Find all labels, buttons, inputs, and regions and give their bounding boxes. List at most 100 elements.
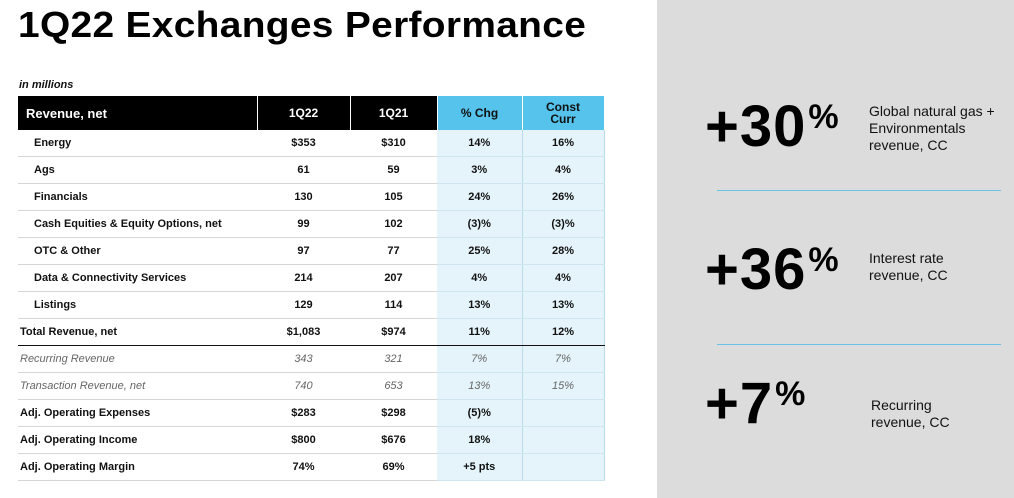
- header-pct-chg: % Chg: [437, 96, 523, 130]
- cell-pct-chg: +5 pts: [437, 453, 523, 481]
- table-row: Listings 129 114 13% 13%: [18, 291, 605, 319]
- callout-natural-gas: +30 %: [705, 98, 839, 156]
- cell-1q21: $310: [350, 130, 437, 157]
- cell-const-curr: 16%: [522, 130, 605, 157]
- cell-const-curr: 26%: [522, 183, 605, 211]
- cell-pct-chg: 13%: [437, 372, 523, 400]
- cell-1q21: 321: [350, 345, 437, 373]
- cell-1q21: 59: [350, 156, 437, 184]
- row-label: Cash Equities & Equity Options, net: [18, 210, 257, 238]
- row-label: Total Revenue, net: [18, 318, 257, 346]
- page-title: 1Q22 Exchanges Performance: [18, 4, 587, 45]
- callout-unit: %: [808, 241, 839, 279]
- row-label: Adj. Operating Income: [18, 426, 257, 454]
- cell-pct-chg: 4%: [437, 264, 523, 292]
- cell-1q21: 102: [350, 210, 437, 238]
- cell-1q21: $676: [350, 426, 437, 454]
- table-row: Cash Equities & Equity Options, net 99 1…: [18, 210, 605, 238]
- table-row-total: Total Revenue, net $1,083 $974 11% 12%: [18, 318, 605, 346]
- cell-pct-chg: (5)%: [437, 399, 523, 427]
- cell-1q22: 130: [257, 183, 350, 211]
- row-label: Listings: [18, 291, 257, 319]
- cell-1q22: $353: [257, 130, 350, 157]
- divider: [717, 344, 1001, 345]
- header-const-curr: Const Curr: [522, 96, 605, 130]
- table-row: Data & Connectivity Services 214 207 4% …: [18, 264, 605, 292]
- cell-1q22: $800: [257, 426, 350, 454]
- row-label: Adj. Operating Expenses: [18, 399, 257, 427]
- row-label: Ags: [18, 156, 257, 184]
- cell-const-curr: [522, 426, 605, 454]
- cell-pct-chg: 3%: [437, 156, 523, 184]
- callout-interest-rate: +36 %: [705, 241, 839, 299]
- divider: [717, 190, 1001, 191]
- cell-1q22: $1,083: [257, 318, 350, 346]
- table-row: OTC & Other 97 77 25% 28%: [18, 237, 605, 265]
- cell-1q21: $974: [350, 318, 437, 346]
- cell-1q21: $298: [350, 399, 437, 427]
- cell-1q21: 207: [350, 264, 437, 292]
- cell-1q22: 740: [257, 372, 350, 400]
- cell-1q22: 214: [257, 264, 350, 292]
- cell-pct-chg: 18%: [437, 426, 523, 454]
- cell-1q22: 74%: [257, 453, 350, 481]
- table-header-row: Revenue, net 1Q22 1Q21 % Chg Const Curr: [18, 96, 605, 130]
- row-label: Financials: [18, 183, 257, 211]
- cell-const-curr: 13%: [522, 291, 605, 319]
- cell-const-curr: [522, 399, 605, 427]
- highlights-panel: +30 % Global natural gas + Environmental…: [657, 0, 1014, 498]
- cell-1q22: 343: [257, 345, 350, 373]
- cell-1q22: 129: [257, 291, 350, 319]
- table-row: Energy $353 $310 14% 16%: [18, 130, 605, 157]
- cell-1q22: 99: [257, 210, 350, 238]
- row-label: Recurring Revenue: [18, 345, 257, 373]
- callout-description: Interest rate revenue, CC: [869, 250, 948, 283]
- row-label: Data & Connectivity Services: [18, 264, 257, 292]
- table-row: Adj. Operating Margin 74% 69% +5 pts: [18, 453, 605, 481]
- cell-1q21: 653: [350, 372, 437, 400]
- cell-pct-chg: 14%: [437, 130, 523, 157]
- cell-const-curr: 28%: [522, 237, 605, 265]
- callout-unit: %: [775, 375, 806, 413]
- table-row: Transaction Revenue, net 740 653 13% 15%: [18, 372, 605, 400]
- header-const: Const: [546, 100, 580, 114]
- header-1q21: 1Q21: [350, 96, 438, 130]
- revenue-table: Revenue, net 1Q22 1Q21 % Chg Const Curr …: [18, 96, 605, 481]
- cell-const-curr: 7%: [522, 345, 605, 373]
- cell-const-curr: (3)%: [522, 210, 605, 238]
- callout-value: +36: [705, 237, 807, 302]
- table-row: Ags 61 59 3% 4%: [18, 156, 605, 184]
- cell-const-curr: [522, 453, 605, 481]
- cell-1q22: 61: [257, 156, 350, 184]
- table-row: Adj. Operating Income $800 $676 18%: [18, 426, 605, 454]
- cell-1q22: 97: [257, 237, 350, 265]
- callout-description: Global natural gas + Environmentals reve…: [869, 103, 995, 153]
- header-1q22: 1Q22: [257, 96, 351, 130]
- cell-const-curr: 15%: [522, 372, 605, 400]
- cell-pct-chg: 11%: [437, 318, 523, 346]
- table-row: Adj. Operating Expenses $283 $298 (5)%: [18, 399, 605, 427]
- header-curr: Curr: [550, 112, 576, 126]
- callout-description: Recurring revenue, CC: [871, 397, 950, 430]
- units-note: in millions: [19, 79, 74, 91]
- callout-value: +7: [705, 371, 774, 436]
- cell-pct-chg: 7%: [437, 345, 523, 373]
- callout-recurring: +7 %: [705, 375, 805, 433]
- table-row: Financials 130 105 24% 26%: [18, 183, 605, 211]
- row-label: Energy: [18, 130, 257, 157]
- row-label: Adj. Operating Margin: [18, 453, 257, 481]
- cell-const-curr: 4%: [522, 264, 605, 292]
- cell-1q21: 105: [350, 183, 437, 211]
- row-label: Transaction Revenue, net: [18, 372, 257, 400]
- cell-pct-chg: 25%: [437, 237, 523, 265]
- cell-1q22: $283: [257, 399, 350, 427]
- callout-value: +30: [705, 94, 807, 159]
- cell-pct-chg: (3)%: [437, 210, 523, 238]
- table-row: Recurring Revenue 343 321 7% 7%: [18, 345, 605, 373]
- cell-const-curr: 4%: [522, 156, 605, 184]
- callout-unit: %: [808, 98, 839, 136]
- cell-1q21: 69%: [350, 453, 437, 481]
- cell-pct-chg: 13%: [437, 291, 523, 319]
- cell-pct-chg: 24%: [437, 183, 523, 211]
- cell-1q21: 114: [350, 291, 437, 319]
